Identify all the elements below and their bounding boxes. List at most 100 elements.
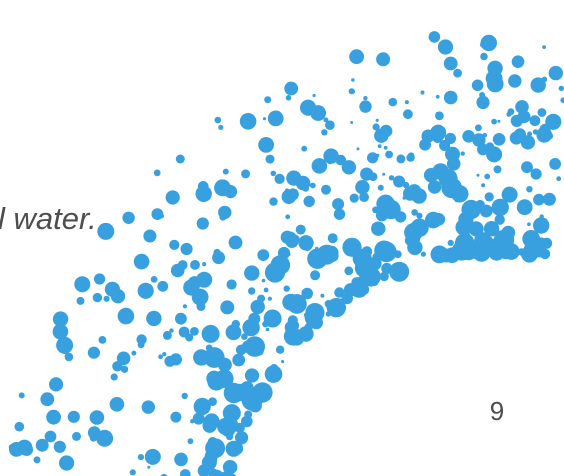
dot — [137, 341, 145, 349]
dot — [522, 230, 541, 248]
dot — [175, 154, 185, 164]
dot — [9, 442, 24, 457]
dot — [368, 172, 378, 182]
dot — [202, 418, 217, 433]
dot — [289, 320, 300, 331]
dot — [484, 192, 494, 202]
dot — [197, 181, 209, 192]
dot — [393, 175, 406, 188]
dot — [407, 239, 423, 256]
dot — [372, 206, 379, 214]
dot — [110, 373, 118, 381]
dot — [35, 438, 49, 452]
dot — [541, 218, 548, 225]
dot — [222, 460, 238, 475]
dot — [388, 97, 398, 107]
dot — [476, 173, 480, 177]
dot — [283, 285, 290, 292]
dot — [508, 74, 522, 88]
dot — [356, 147, 360, 151]
dot — [491, 118, 497, 125]
dot — [349, 49, 364, 65]
dot — [321, 184, 331, 195]
dot — [274, 173, 285, 184]
dot — [536, 127, 552, 143]
dot — [160, 473, 168, 476]
dot — [549, 158, 561, 170]
dot — [480, 52, 488, 61]
dot — [443, 90, 458, 105]
dot — [72, 431, 81, 441]
dot — [46, 409, 61, 425]
dot — [379, 271, 389, 282]
dot — [542, 192, 556, 206]
dot — [217, 357, 232, 372]
body-text: l water. — [0, 201, 97, 236]
dot — [210, 468, 218, 476]
dot — [264, 96, 272, 104]
dot — [372, 123, 380, 131]
dot — [177, 260, 188, 270]
dot — [269, 197, 278, 206]
dot — [416, 237, 420, 242]
dot — [445, 146, 460, 162]
decorative-dots — [8, 31, 564, 476]
dot — [170, 411, 182, 423]
dot — [147, 465, 151, 469]
dot — [44, 430, 57, 443]
dot — [501, 225, 516, 240]
dot — [180, 327, 189, 336]
dot — [323, 117, 329, 123]
dot — [109, 397, 125, 412]
dot — [432, 213, 446, 226]
dot — [324, 300, 333, 308]
dot — [244, 336, 265, 357]
dot — [258, 137, 274, 153]
dot — [342, 243, 350, 251]
dot — [509, 131, 523, 145]
dot — [521, 161, 533, 174]
dot — [284, 81, 299, 96]
dot — [461, 199, 481, 220]
dot — [269, 316, 280, 327]
dot — [560, 97, 564, 103]
dot — [182, 304, 187, 309]
dot — [305, 303, 325, 323]
dot — [264, 365, 283, 383]
dot — [359, 192, 369, 203]
dot — [444, 247, 460, 263]
dot — [285, 95, 292, 101]
dot — [258, 393, 263, 398]
dot — [478, 239, 488, 249]
dot — [190, 327, 199, 336]
dot — [97, 222, 115, 240]
dot — [250, 299, 265, 315]
dot — [112, 361, 123, 372]
dot — [493, 165, 502, 174]
dot — [458, 241, 478, 261]
dot — [137, 282, 154, 299]
dot — [295, 224, 306, 235]
dot — [315, 246, 319, 251]
dot — [475, 124, 482, 132]
dot — [483, 221, 500, 237]
dot — [103, 295, 110, 302]
dot — [285, 214, 291, 220]
dot — [374, 128, 389, 143]
dot — [344, 266, 354, 276]
dot — [284, 188, 290, 193]
dot — [382, 172, 386, 176]
dot — [144, 448, 161, 465]
dot — [396, 263, 408, 275]
dot — [120, 365, 129, 373]
dot — [180, 469, 191, 476]
dot — [527, 222, 531, 226]
dot — [117, 307, 135, 325]
dot — [146, 310, 162, 327]
dot — [157, 280, 169, 292]
dot — [372, 252, 381, 261]
dot — [479, 92, 486, 98]
dot — [180, 242, 193, 256]
dot — [129, 469, 136, 476]
dot — [248, 287, 256, 295]
